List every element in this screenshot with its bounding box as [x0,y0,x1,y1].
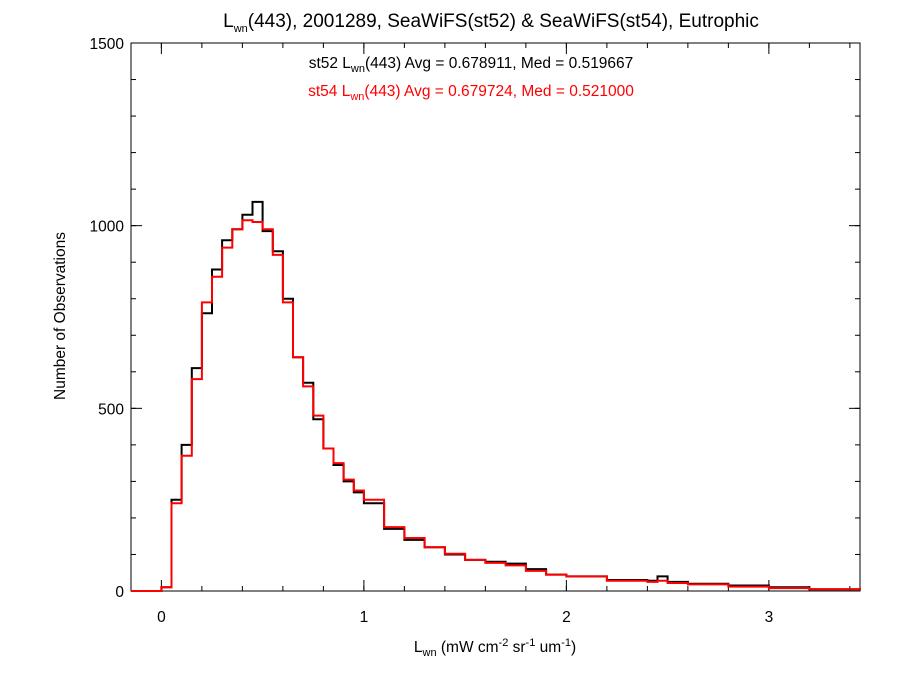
title-rest: (443), 2001289, SeaWiFS(st52) & SeaWiFS(… [248,11,759,32]
xlabel-symbol: L [414,639,423,656]
x-tick-label: 3 [765,609,774,626]
legend-entry-st52: st52 Lwn(443) Avg = 0.678911, Med = 0.51… [309,55,634,75]
legend-st54-subscript: wn [349,91,364,103]
xlabel-exponent-1: -2 [499,637,509,649]
xlabel-unit-3: um [535,639,561,656]
x-tick-label: 0 [157,609,166,626]
xlabel-unit-1: (mW cm [437,639,499,656]
plot-frame [130,42,861,592]
xlabel-exponent-3: -1 [561,637,571,649]
x-tick-label: 2 [562,609,571,626]
axes: 0 1 2 3 0 500 1000 1500 [90,36,861,626]
xlabel-unit-2: sr [508,639,525,656]
xlabel-subscript: wn [422,647,437,659]
xlabel-close: ) [571,639,576,656]
series-layer [131,200,861,592]
legend-entry-st54: st54 Lwn(443) Avg = 0.679724, Med = 0.52… [308,83,634,103]
x-tick-label: 1 [360,609,369,626]
legend-st54-stats: (443) Avg = 0.679724, Med = 0.521000 [364,83,634,100]
legend-st52-text: st52 L [309,55,352,72]
x-axis-label: Lwn (mW cm-2 sr-1 um-1) [414,637,576,659]
y-tick-label: 1000 [90,219,125,236]
xlabel-exponent-2: -1 [526,637,536,649]
series-st52-histogram [131,200,861,592]
chart-title: Lwn(443), 2001289, SeaWiFS(st52) & SeaWi… [223,11,759,35]
legend-st52-subscript: wn [350,63,365,75]
legend-st52-stats: (443) Avg = 0.678911, Med = 0.519667 [365,55,633,72]
title-main: L [223,11,234,32]
y-tick-label: 0 [115,584,124,601]
y-tick-label: 1500 [90,36,125,53]
y-axis-label: Number of Observations [52,232,69,400]
title-subscript: wn [233,23,248,35]
legend-st54-text: st54 L [308,83,351,100]
y-tick-label: 500 [98,401,124,418]
series-st54-histogram [131,219,861,592]
